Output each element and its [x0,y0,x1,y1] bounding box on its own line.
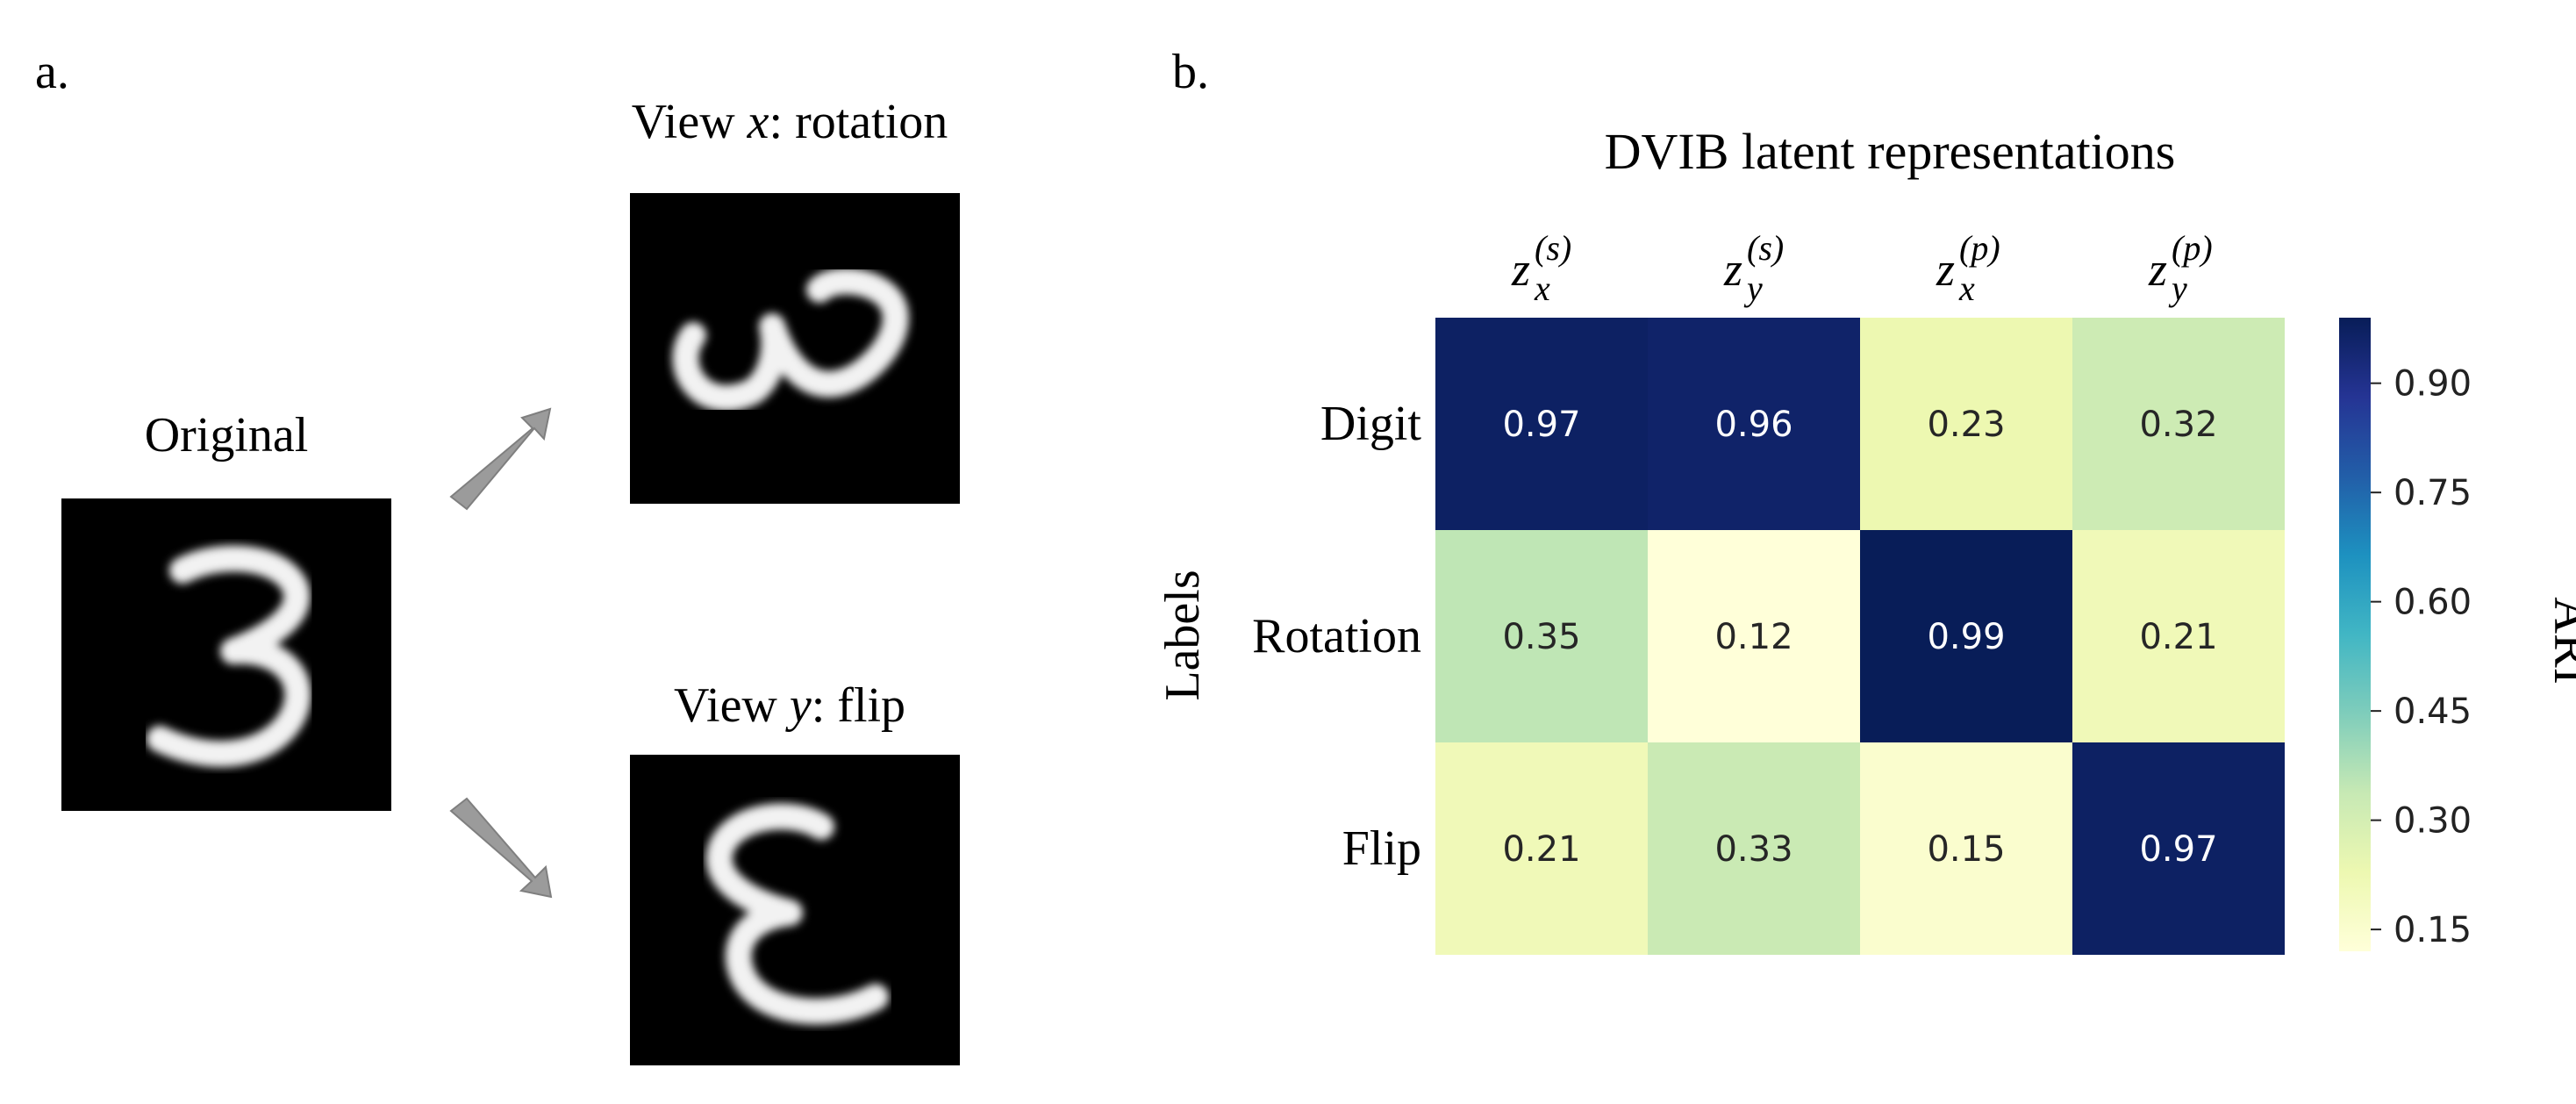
row-label: Rotation [1252,609,1421,663]
panel-b-label: b. [1172,45,1209,99]
colorbar-tick-label: 0.30 [2394,801,2472,842]
column-labels: z x(s) z y(s) z x(p) z y(p) [1511,228,2213,308]
view-x-title-prefix: View [632,95,748,149]
row-label: Digit [1320,397,1422,451]
heatmap-cell-value: 0.32 [2139,405,2217,445]
heatmap-cell-value: 0.21 [2139,617,2217,657]
view-x-title: View x: rotation [632,95,948,149]
panel-a-label: a. [35,45,69,99]
heatmap-cell [2072,318,2285,530]
heatmap-cell [1435,742,1648,955]
heatmap-cell-value: 0.33 [1714,829,1792,870]
heatmap-cell-value: 0.97 [2139,829,2217,870]
column-label-sub: x [1534,269,1550,308]
column-label-base: z [1936,243,1955,296]
heatmap-cell-value: 0.15 [1927,829,2005,870]
column-label-sup: (p) [1959,228,2000,268]
heatmap-cell [1860,318,2072,530]
y-axis-label: Labels [1156,570,1210,700]
heatmap-cell [1860,742,2072,955]
column-label-sub: x [1958,269,1975,308]
column-label-sub: y [2168,269,2187,308]
view-y-title-var: y [785,678,812,733]
heatmap-cell [2072,742,2285,955]
view-x-title-suffix: : rotation [769,95,948,149]
arrow-to-view-x-icon [449,407,552,511]
view-y-title: View y: flip [674,678,905,733]
colorbar-tick-label: 0.45 [2394,692,2472,732]
heatmap-cell [1860,530,2072,742]
heatmap-cell-value: 0.97 [1502,405,1580,445]
heatmap-cell-value: 0.12 [1714,617,1792,657]
heatmap-cell [1648,742,1860,955]
column-label: z y(s) [1723,228,1784,308]
heatmap-cell-value: 0.21 [1502,829,1580,870]
column-label-sub: y [1743,269,1763,308]
original-title: Original [145,408,309,462]
original-digit-image [61,498,391,811]
view-y-title-suffix: : flip [812,678,905,733]
column-label: z x(s) [1511,228,1571,308]
column-label-base: z [1511,243,1530,296]
view-y-title-prefix: View [674,678,790,733]
chart-title: DVIB latent representations [1605,123,2176,180]
view-x-rotated-digit-image [630,193,960,504]
heatmap-cell-value: 0.23 [1927,405,2005,445]
column-label-base: z [1723,243,1742,296]
column-label-sup: (p) [2172,228,2213,268]
heatmap-cell [1648,318,1860,530]
column-label: z y(p) [2148,228,2213,308]
column-label-sup: (s) [1747,228,1784,268]
colorbar-label: ARI [2544,597,2576,685]
colorbar-ticks: 0.15 0.30 0.45 0.60 0.75 0.90 [2371,364,2472,950]
heatmap-cell [2072,530,2285,742]
heatmap-cell-value: 0.35 [1502,617,1580,657]
colorbar-tick-label: 0.75 [2394,473,2472,513]
heatmap: 0.97 0.96 0.23 0.32 0.35 0.12 0.99 0.21 0.21 0.33… [1435,318,2285,955]
column-label-base: z [2148,243,2167,296]
column-label-sup: (s) [1535,228,1571,268]
heatmap-cell [1435,530,1648,742]
row-labels: Digit Rotation Flip [1252,397,1421,876]
colorbar-tick-label: 0.90 [2394,364,2472,405]
arrow-to-view-y-icon [449,797,553,899]
colorbar-gradient [2339,318,2371,951]
view-x-title-var: x [747,95,769,149]
row-label: Flip [1342,821,1421,876]
heatmap-cell-value: 0.99 [1927,617,2005,657]
heatmap-cell-value: 0.96 [1714,405,1792,445]
colorbar: 0.15 0.30 0.45 0.60 0.75 0.90 ARI [2339,318,2576,951]
colorbar-tick-label: 0.60 [2394,583,2472,623]
column-label: z x(p) [1936,228,2000,308]
view-y-flipped-digit-image [630,755,960,1065]
colorbar-tick-label: 0.15 [2394,910,2472,950]
heatmap-cell [1648,530,1860,742]
heatmap-cell [1435,318,1648,530]
